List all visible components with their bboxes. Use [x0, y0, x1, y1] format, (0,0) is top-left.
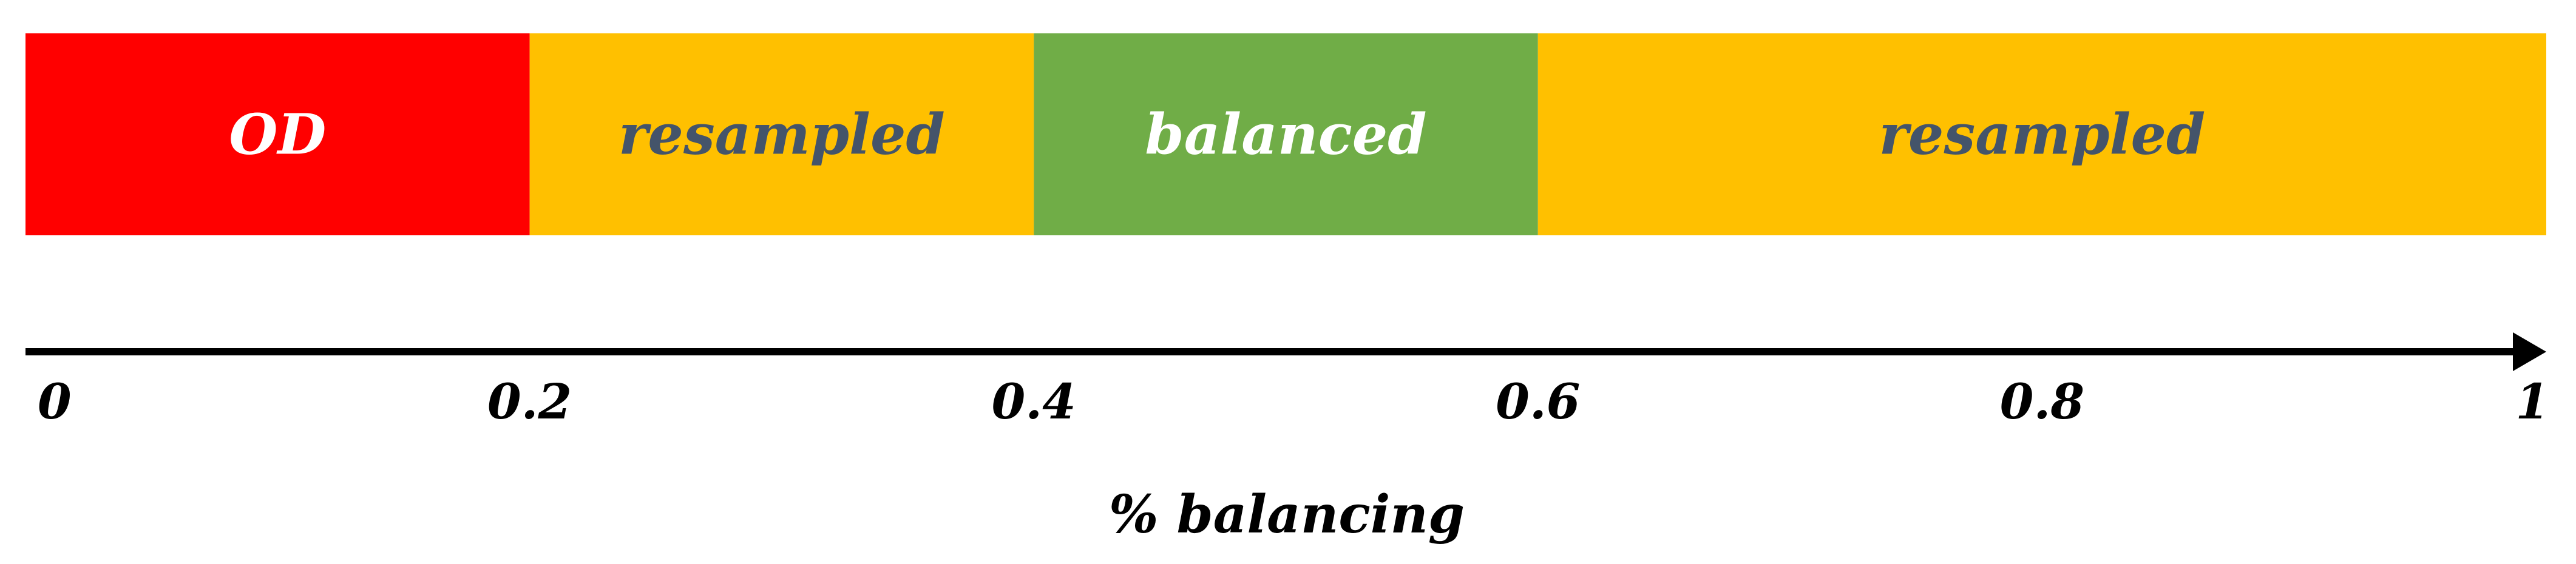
segment-2-label: balanced: [1145, 102, 1426, 167]
tick-label-5: 1: [2515, 373, 2549, 430]
segment-0-rect: [25, 33, 530, 235]
segment-0-label: OD: [229, 102, 326, 167]
axis-arrowhead: [2513, 332, 2546, 371]
tick-label-4: 0.8: [2000, 373, 2084, 430]
tick-label-2: 0.4: [992, 373, 1076, 430]
axis-layer: [25, 332, 2546, 371]
segments-layer: OD resampled balanced resampled: [25, 33, 2546, 235]
tick-label-3: 0.6: [1496, 373, 1580, 430]
segment-1-label: resampled: [619, 102, 945, 167]
segment-3-label: resampled: [1879, 102, 2205, 167]
segment-2-rect: [1034, 33, 1538, 235]
tick-label-1: 0.2: [487, 373, 572, 430]
ticks-layer: 0 0.2 0.4 0.6 0.8 1: [38, 373, 2549, 430]
axis-label: % balancing: [1109, 484, 1465, 545]
segment-3-rect: [1537, 33, 2546, 235]
tick-label-0: 0: [38, 373, 72, 430]
segment-1-rect: [529, 33, 1034, 235]
